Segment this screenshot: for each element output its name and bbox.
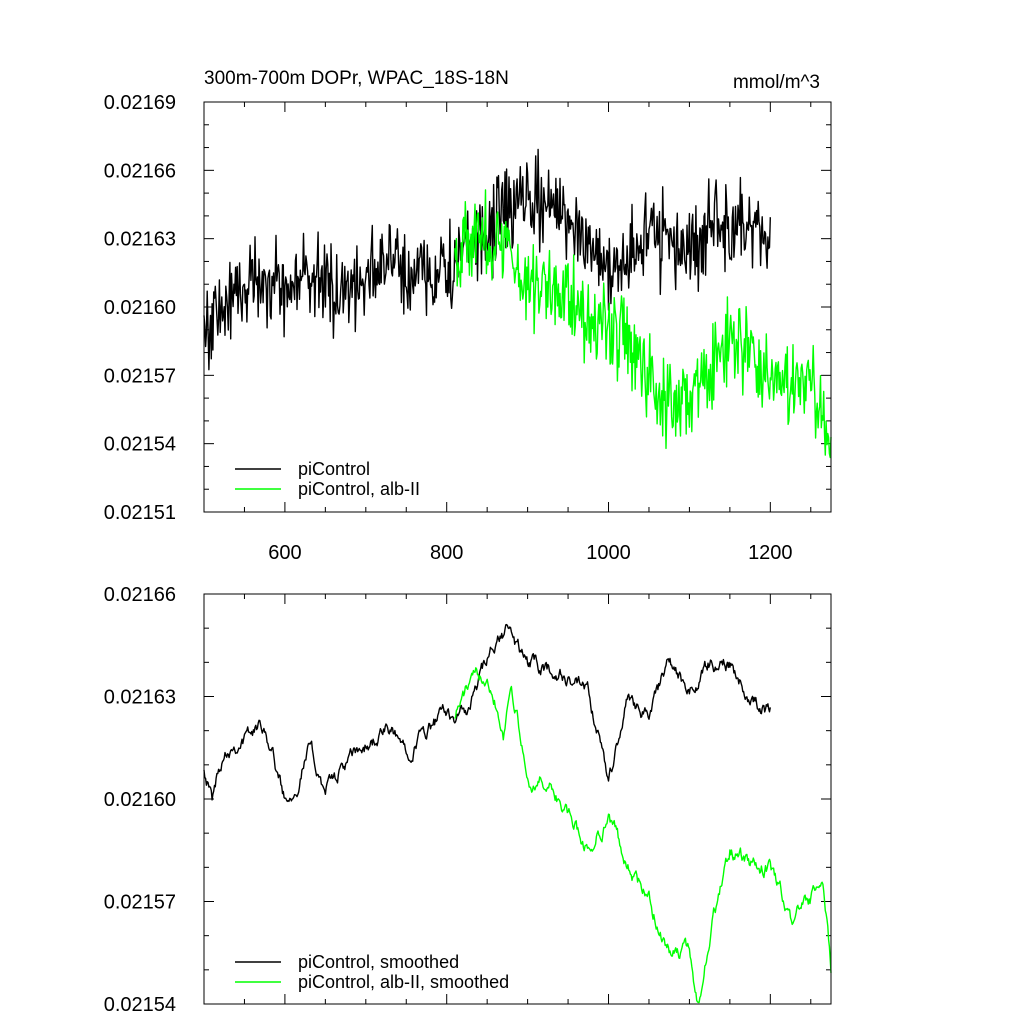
series-line-picontrol-alb-ii-smoothed bbox=[454, 667, 832, 1004]
y-tick-label: 0.02160 bbox=[104, 297, 176, 319]
bottom-panel: 0.02154 0.02157 0.02160 0.02163 0.02166 piCo… bbox=[104, 584, 832, 1016]
legend-label-alb-ii-smoothed: piControl, alb-II, smoothed bbox=[298, 972, 509, 992]
bottom-legend: piControl, smoothed piControl, alb-II, s… bbox=[235, 952, 509, 992]
y-tick-label: 0.02169 bbox=[104, 92, 176, 114]
x-tick-label: 1200 bbox=[748, 542, 793, 564]
chart-title: 300m-700m DOPr, WPAC_18S-18N bbox=[204, 68, 509, 89]
y-tick-label: 0.02166 bbox=[104, 584, 176, 606]
legend-label-picontrol: piControl bbox=[298, 459, 370, 479]
y-tick-label: 0.02160 bbox=[104, 789, 176, 811]
legend-label-alb-ii: piControl, alb-II bbox=[298, 479, 420, 499]
top-panel-series bbox=[203, 148, 832, 459]
top-panel: 300m-700m DOPr, WPAC_18S-18N mmol/m^3 0.… bbox=[104, 68, 832, 564]
bottom-plot-frame bbox=[203, 593, 832, 1005]
units-label: mmol/m^3 bbox=[733, 72, 820, 93]
y-tick-label: 0.02166 bbox=[104, 160, 176, 182]
legend-label-picontrol-smoothed: piControl, smoothed bbox=[298, 952, 459, 972]
y-tick-label: 0.02163 bbox=[104, 687, 176, 709]
y-tick-label: 0.02151 bbox=[104, 502, 176, 524]
y-tick-label: 0.02157 bbox=[104, 892, 176, 914]
y-tick-label: 0.02163 bbox=[104, 229, 176, 251]
series-line-picontrol-smoothed bbox=[203, 623, 771, 803]
y-tick-label: 0.02154 bbox=[104, 434, 176, 456]
bottom-panel-series bbox=[203, 623, 832, 1004]
x-tick-label: 1000 bbox=[586, 542, 631, 564]
top-panel-ticks: 0.02151 0.02154 0.02157 0.02160 0.02163 0.021… bbox=[104, 92, 831, 564]
y-tick-label: 0.02157 bbox=[104, 365, 176, 387]
series-line-picontrol-alb-ii bbox=[454, 189, 832, 459]
x-tick-label: 800 bbox=[430, 542, 463, 564]
bottom-panel-ticks: 0.02154 0.02157 0.02160 0.02163 0.02166 bbox=[104, 584, 831, 1016]
x-tick-label: 600 bbox=[268, 542, 301, 564]
top-plot-frame bbox=[203, 101, 832, 513]
top-legend: piControl piControl, alb-II bbox=[235, 459, 420, 499]
series-line-picontrol bbox=[203, 148, 771, 371]
y-tick-label: 0.02154 bbox=[104, 994, 176, 1016]
